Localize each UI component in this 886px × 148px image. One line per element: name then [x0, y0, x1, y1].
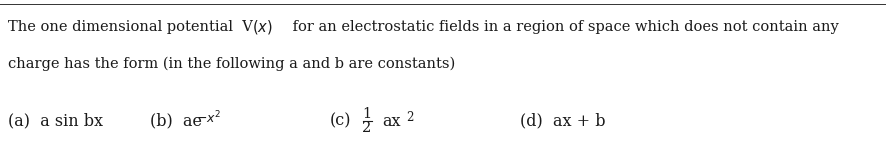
Text: ax: ax [382, 113, 400, 130]
Text: (d)  ax + b: (d) ax + b [520, 113, 605, 130]
Text: 1: 1 [362, 107, 371, 121]
Text: charge has the form (in the following a and b are constants): charge has the form (in the following a … [8, 56, 455, 71]
Text: 2: 2 [407, 111, 414, 124]
Text: The one dimensional potential  V: The one dimensional potential V [8, 20, 253, 34]
Text: (a)  a sin bx: (a) a sin bx [8, 113, 103, 130]
Text: for an electrostatic fields in a region of space which does not contain any: for an electrostatic fields in a region … [288, 20, 839, 34]
Text: 2: 2 [362, 121, 371, 135]
Text: (b)  ae: (b) ae [150, 113, 202, 130]
Text: $(x)$: $(x)$ [252, 18, 273, 36]
Text: $-x^2$: $-x^2$ [196, 109, 221, 126]
Text: (c): (c) [330, 113, 352, 130]
